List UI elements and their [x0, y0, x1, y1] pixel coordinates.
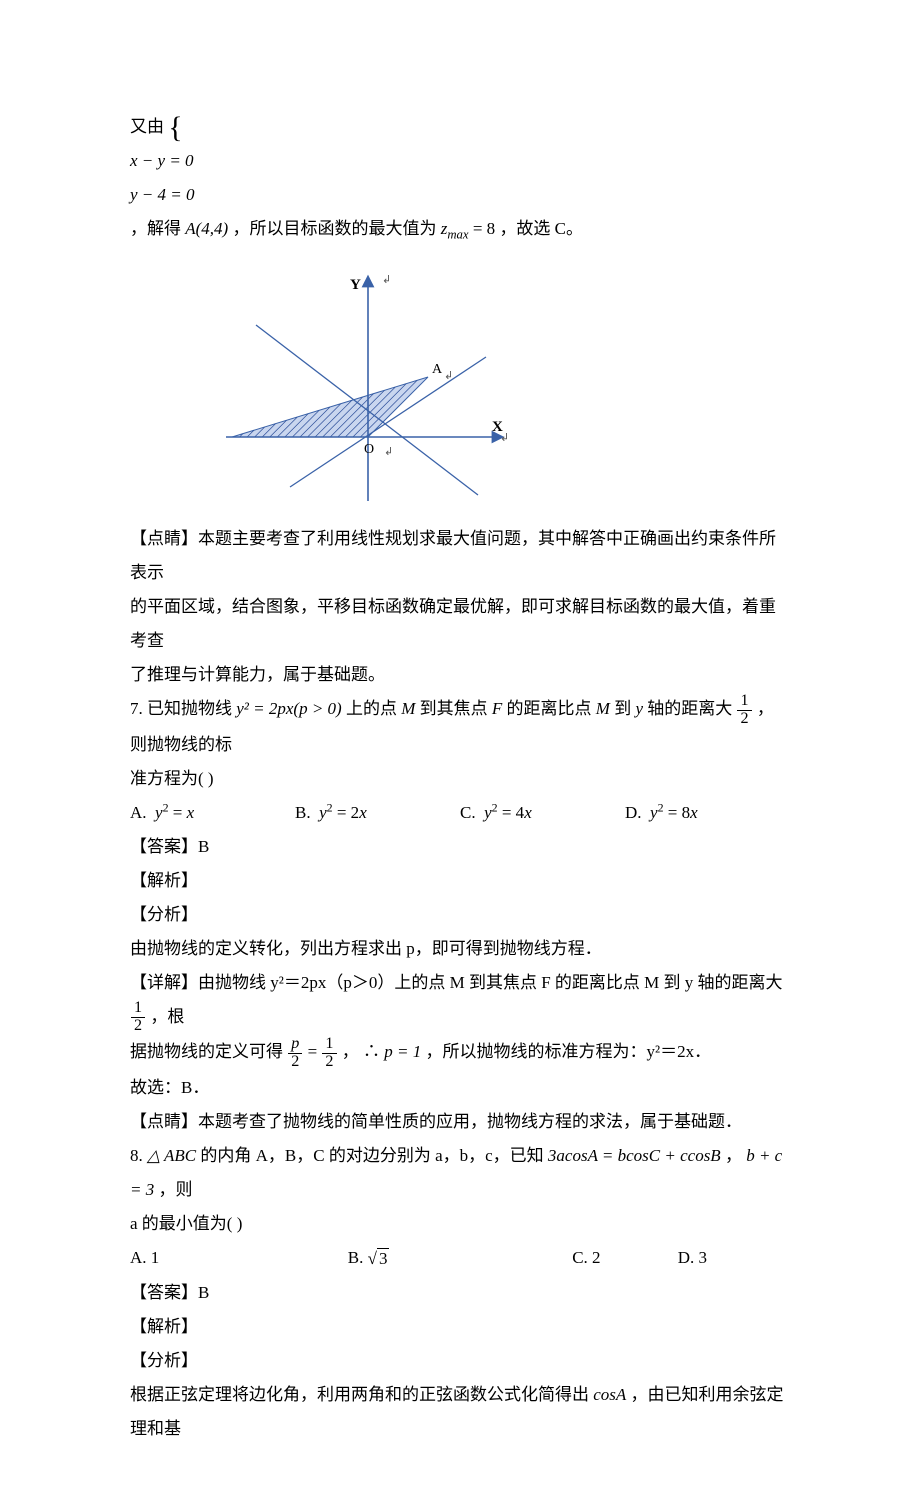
q7-jiexi: 【解析】 — [130, 864, 790, 898]
q7-tip: 【点睛】本题考查了抛物线的简单性质的应用，抛物线方程的求法，属于基础题． — [130, 1105, 790, 1139]
q7-analysis: 由抛物线的定义转化，列出方程求出 p，即可得到抛物线方程． — [130, 932, 790, 966]
q7-detail-line3: 故选：B． — [130, 1071, 790, 1105]
q8-opt-b: B. √3 — [348, 1241, 572, 1276]
point-a: A(4,4) — [185, 219, 228, 238]
q8-stem-line1: 8. △ ABC 的内角 A，B，C 的对边分别为 a，b，c，已知 3acos… — [130, 1139, 790, 1207]
p6-tip-line3: 了推理与计算能力，属于基础题。 — [130, 658, 790, 692]
q7-fenxi: 【分析】 — [130, 898, 790, 932]
q8-options: A. 1 B. √3 C. 2 D. 3 — [130, 1241, 790, 1276]
brace-system: { — [168, 113, 183, 143]
q7-detail-line2: 据抛物线的定义可得 p 2 = 1 2 ， ∴ p = 1 ，所以抛物线的标准方… — [130, 1035, 790, 1071]
svg-text:↲: ↲ — [444, 370, 453, 382]
q7-opt-b: B. y2 = 2x — [295, 796, 460, 830]
q8-stem-line2: a 的最小值为( ) — [130, 1207, 790, 1241]
q7-stem-line1: 7. 已知抛物线 y² = 2px(p > 0) 上的点 M 到其焦点 F 的距… — [130, 692, 790, 762]
q7-stem-line2: 准方程为( ) — [130, 762, 790, 796]
q8-opt-c: C. 2 — [572, 1241, 678, 1276]
q8-opt-a: A. 1 — [130, 1241, 348, 1276]
q7-opt-d: D. y2 = 8x — [625, 796, 790, 830]
svg-text:A: A — [432, 362, 443, 377]
q7-answer: 【答案】B — [130, 830, 790, 864]
text: 又由 — [130, 117, 164, 136]
q7-opt-c: C. y2 = 4x — [460, 796, 625, 830]
fraction-p-over-2: p 2 — [288, 1036, 302, 1071]
svg-text:O: O — [364, 442, 374, 457]
p6-tip-line1: 【点睛】本题主要考查了利用线性规划求最大值问题，其中解答中正确画出约束条件所表示 — [130, 522, 790, 590]
sqrt-icon: √3 — [368, 1242, 390, 1276]
svg-text:↲: ↲ — [500, 432, 509, 444]
svg-text:↲: ↲ — [384, 446, 393, 458]
p6-tip-line2: 的平面区域，结合图象，平移目标函数确定最优解，即可求解目标函数的最大值，着重考查 — [130, 590, 790, 658]
svg-text:↲: ↲ — [382, 274, 391, 286]
q8-analysis: 根据正弦定理将边化角，利用两角和的正弦函数公式化简得出 cosA ，由已知利用余… — [130, 1378, 790, 1446]
left-brace-icon: { — [168, 113, 182, 143]
fraction-half: 1 2 — [737, 693, 751, 728]
fraction-half: 1 2 — [322, 1036, 336, 1071]
q8-opt-d: D. 3 — [678, 1241, 790, 1276]
q7-detail-line1: 【详解】由抛物线 y²＝2px（p＞0）上的点 M 到其焦点 F 的距离比点 M… — [130, 966, 790, 1036]
fraction-half: 1 2 — [131, 1000, 145, 1035]
q7-options: A. y2 = x B. y2 = 2x C. y2 = 4x D. y2 = … — [130, 796, 790, 830]
p6-conclusion-line: 又由 { — [130, 110, 790, 144]
text: ，所以目标函数的最大值为 — [232, 219, 436, 238]
svg-text:Y: Y — [350, 277, 361, 293]
q8-answer: 【答案】B — [130, 1276, 790, 1310]
feasible-region-diagram: YXAO↲↲↲↲ — [220, 269, 510, 504]
q8-fenxi: 【分析】 — [130, 1344, 790, 1378]
text: ，故选 C。 — [499, 219, 583, 238]
text: ，解得 — [130, 219, 181, 238]
q8-jiexi: 【解析】 — [130, 1310, 790, 1344]
q7-opt-a: A. y2 = x — [130, 796, 295, 830]
